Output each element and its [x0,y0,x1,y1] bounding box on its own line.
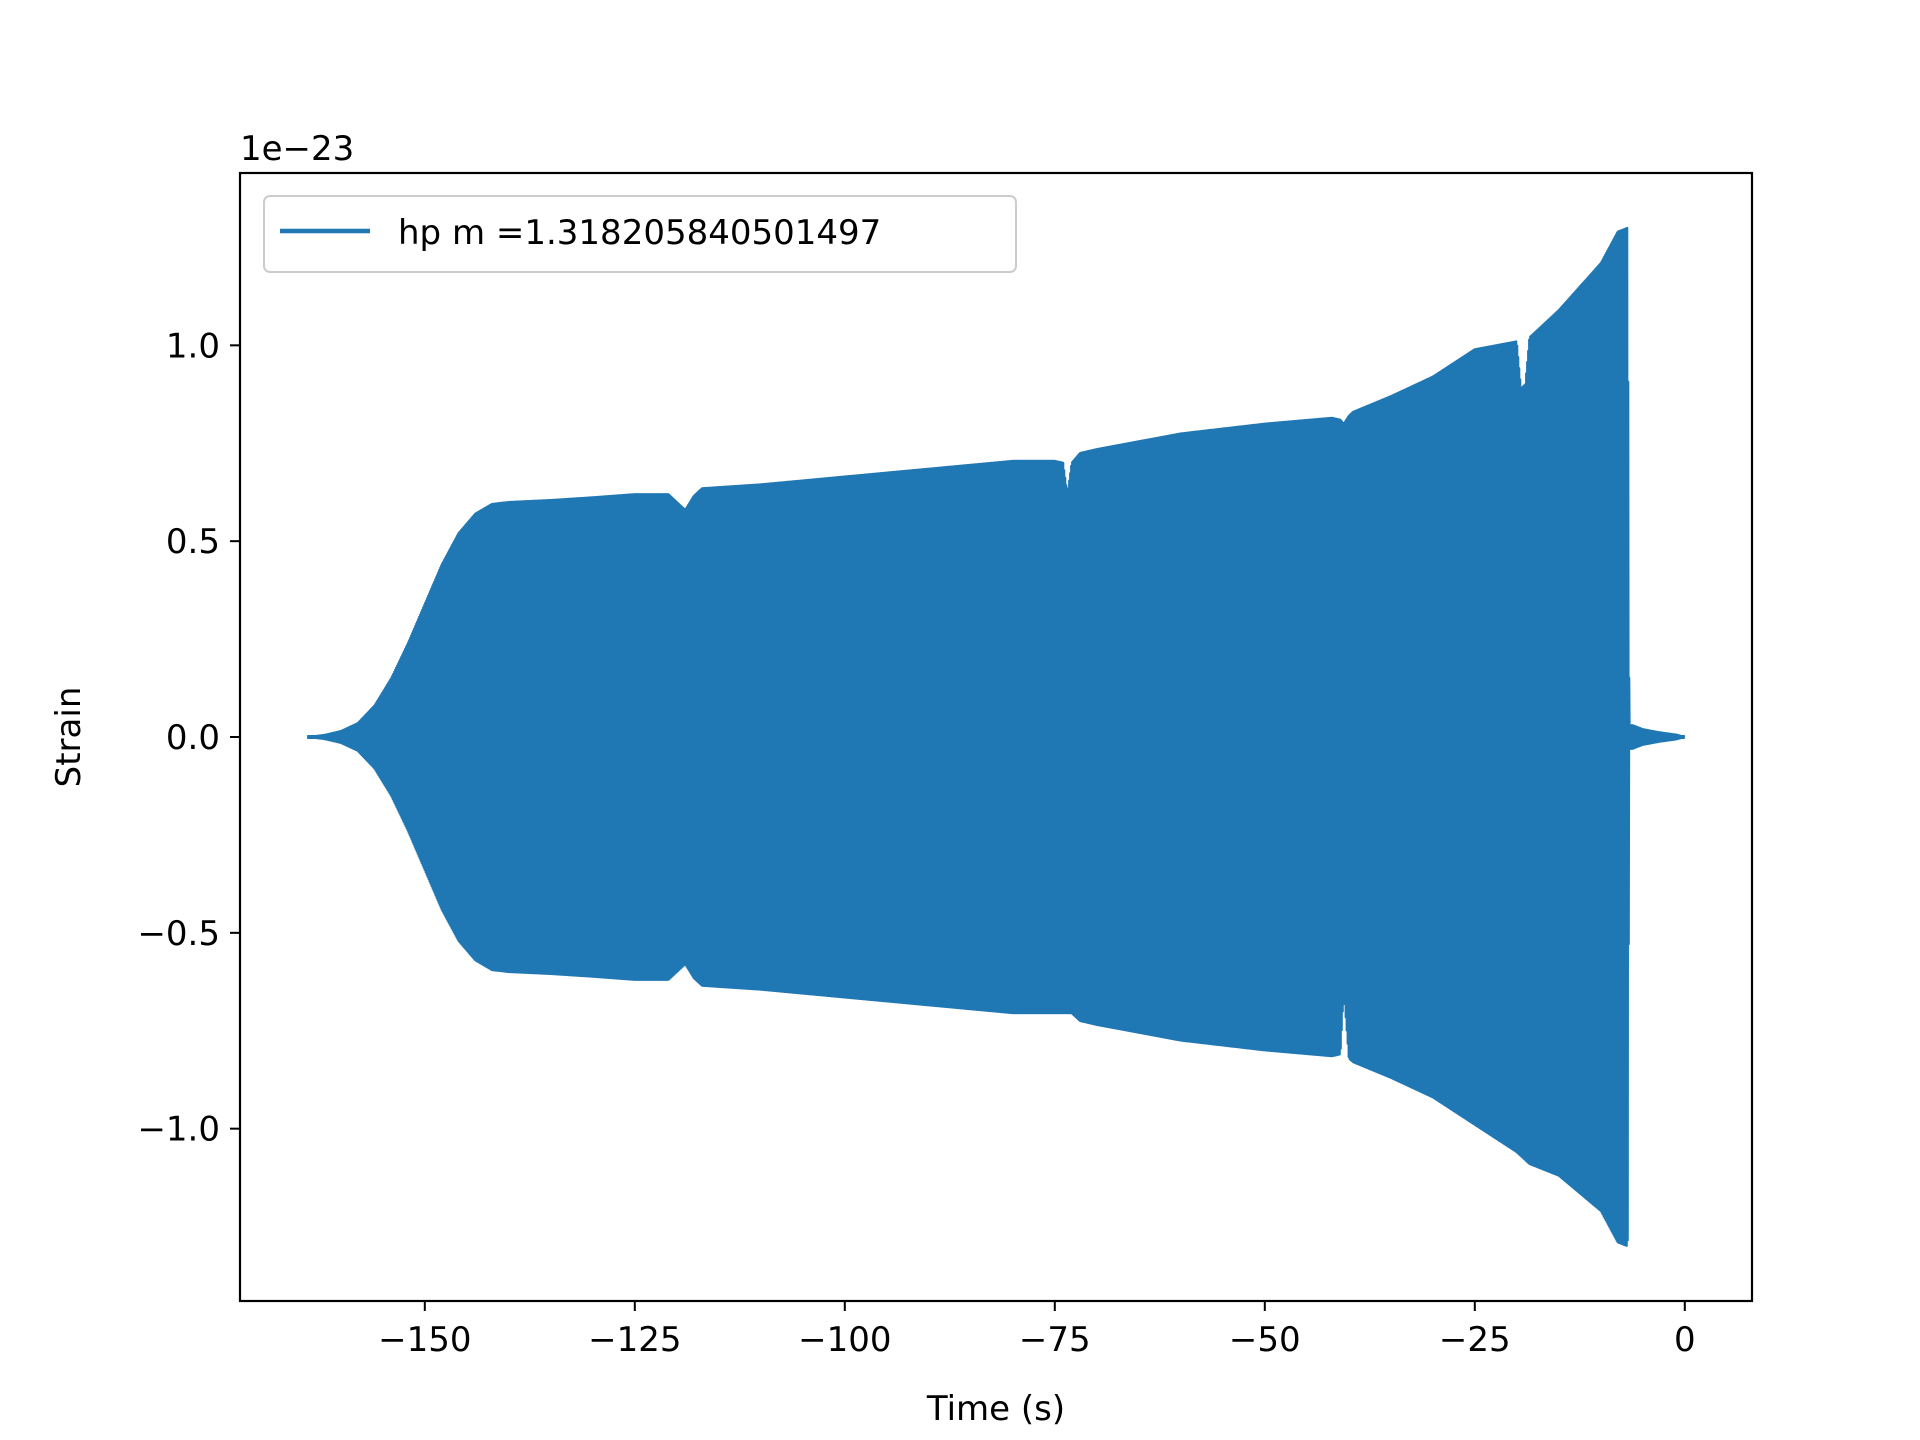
y-tick-label: 1.0 [166,326,220,366]
y-tick-label: 0.0 [166,718,220,758]
x-tick-label: −125 [588,1320,681,1360]
legend-label: hp m =1.318205840501497 [398,213,881,253]
legend: hp m =1.318205840501497 [263,195,1017,273]
y-ticks: −1.0 −0.5 0.0 0.5 1.0 [137,326,240,1150]
legend-box [263,195,1017,273]
y-offset-label: 1e−23 [240,129,354,169]
y-axis-label: Strain [49,687,89,788]
x-tick-label: −150 [378,1320,471,1360]
x-tick-label: −100 [798,1320,891,1360]
x-axis-label: Time (s) [926,1389,1065,1429]
y-tick-label: −1.0 [137,1110,220,1150]
y-tick-label: −0.5 [137,914,220,954]
x-tick-label: 0 [1674,1320,1696,1360]
x-tick-label: −25 [1439,1320,1511,1360]
waveform-layer [306,226,1686,1247]
y-tick-label: 0.5 [166,522,220,562]
x-ticks: −150 −125 −100 −75 −50 −25 0 [378,1301,1696,1360]
x-tick-label: −75 [1019,1320,1091,1360]
x-tick-label: −50 [1229,1320,1301,1360]
